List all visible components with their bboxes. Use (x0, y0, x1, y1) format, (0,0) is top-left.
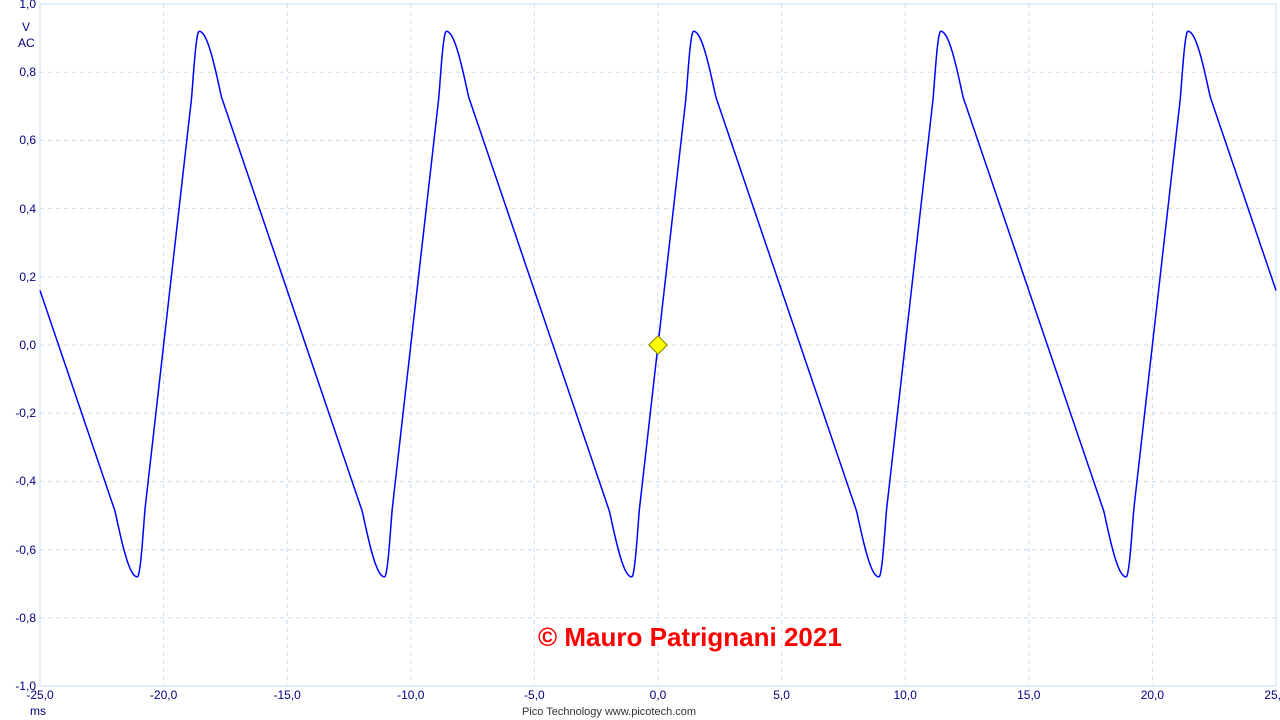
y-tick-label: -0,4 (2, 474, 36, 488)
x-tick-label: -5,0 (524, 688, 545, 702)
x-axis-unit-ms: ms (30, 704, 46, 718)
x-tick-label: 5,0 (773, 688, 790, 702)
x-tick-label: -25,0 (26, 688, 53, 702)
y-tick-label: 0,6 (2, 133, 36, 147)
watermark-text: © Mauro Patrignani 2021 (538, 622, 842, 653)
x-tick-label: 25,0 (1264, 688, 1280, 702)
y-tick-label: -0,6 (2, 543, 36, 557)
x-tick-label: 10,0 (894, 688, 917, 702)
y-tick-label: -0,8 (2, 611, 36, 625)
footer-branding: Pico Technology www.picotech.com (522, 706, 696, 718)
y-tick-label: -0,2 (2, 406, 36, 420)
x-tick-label: 15,0 (1017, 688, 1040, 702)
y-axis-unit-ac: AC (18, 36, 35, 50)
x-tick-label: -15,0 (274, 688, 301, 702)
x-tick-label: -10,0 (397, 688, 424, 702)
oscilloscope-plot (0, 0, 1280, 720)
x-tick-label: 0,0 (650, 688, 667, 702)
x-tick-label: 20,0 (1141, 688, 1164, 702)
y-tick-label: 0,4 (2, 202, 36, 216)
y-tick-label: 0,0 (2, 338, 36, 352)
y-axis-unit-v: V (22, 20, 30, 34)
y-tick-label: 0,2 (2, 270, 36, 284)
x-tick-label: -20,0 (150, 688, 177, 702)
y-tick-label: 1,0 (2, 0, 36, 11)
y-tick-label: 0,8 (2, 65, 36, 79)
